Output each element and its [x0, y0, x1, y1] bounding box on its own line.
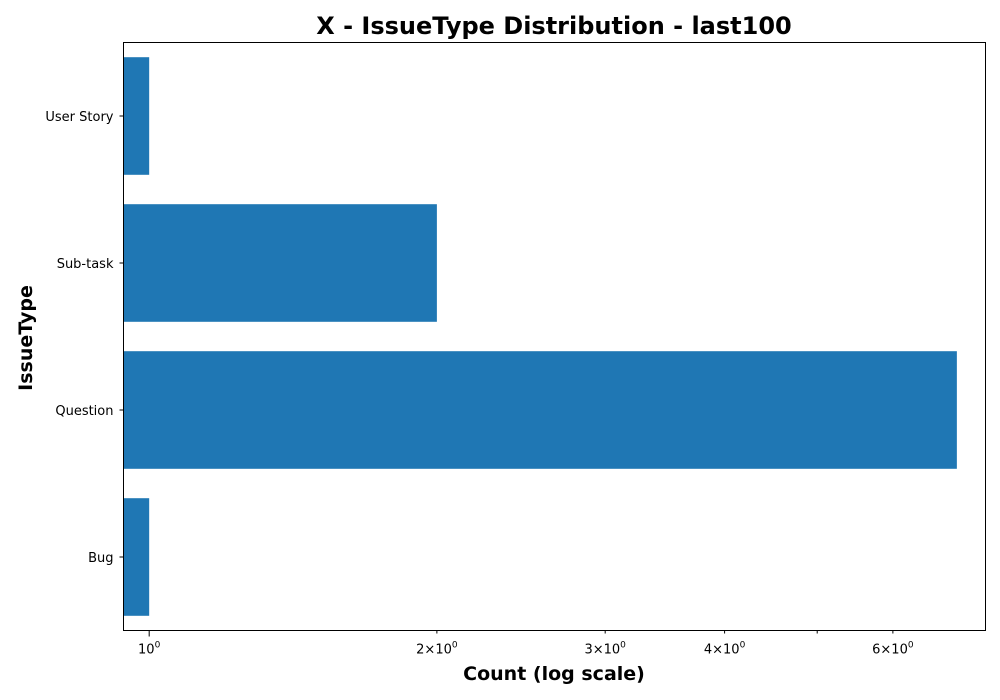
bar-user-story	[123, 57, 150, 175]
bar-sub-task	[123, 204, 437, 322]
x-tick-label: 3×100	[584, 641, 626, 658]
y-axis-label: IssueType	[15, 285, 37, 391]
x-axis-label: Count (log scale)	[463, 663, 645, 685]
y-tick-label: Question	[55, 404, 113, 419]
x-tick-label: 100	[138, 641, 161, 658]
y-axis-ticks: Bug Question Sub-task User Story	[45, 110, 124, 566]
bar-question	[123, 351, 957, 469]
y-tick-label: Sub-task	[57, 257, 114, 272]
x-axis-ticks: 100 2×100 3×100 4×100 6×100	[138, 630, 914, 658]
plot-frame	[123, 42, 986, 631]
x-tick-label: 2×100	[416, 641, 458, 658]
x-tick-label: 6×100	[872, 641, 914, 658]
bar-bug	[123, 498, 150, 616]
y-tick-label: Bug	[88, 551, 113, 566]
chart-title: X - IssueType Distribution - last100	[316, 12, 791, 40]
x-tick-label: 4×100	[704, 641, 746, 658]
bars-group	[123, 57, 957, 616]
y-tick-label: User Story	[45, 110, 113, 125]
